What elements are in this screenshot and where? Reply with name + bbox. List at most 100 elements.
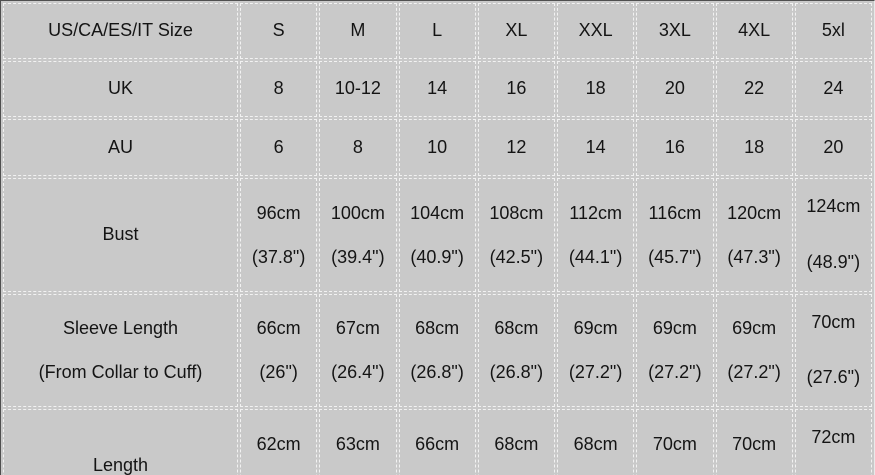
- cell-line: 8: [352, 136, 363, 157]
- cell-line: 3XL: [658, 20, 691, 41]
- table-row: UK 8 10-12 14 16 18 20 22 24: [3, 61, 872, 117]
- cell-line: (44.1"): [568, 246, 623, 267]
- value-cell: 3XL: [636, 3, 714, 59]
- value-cell: 120cm (47.3"): [715, 178, 793, 292]
- cell-line: 68cm: [573, 433, 618, 454]
- value-cell: 62cm (24.4"): [240, 409, 318, 475]
- value-cell: 22: [715, 61, 793, 117]
- value-cell: L: [398, 3, 476, 59]
- cell-line: (27.6"): [806, 367, 861, 388]
- cell-line: 120cm: [727, 202, 782, 223]
- value-cell: 70cm (27.6"): [715, 409, 793, 475]
- table-row: US/CA/ES/IT Size S M L XL XXL 3XL 4XL 5xl: [3, 3, 872, 59]
- value-cell: 20: [794, 119, 872, 176]
- value-cell: 96cm (37.8"): [240, 178, 318, 292]
- value-cell: 24: [794, 61, 872, 117]
- table-row: Bust 96cm (37.8") 100cm (39.4") 104cm (40.9") 1…: [3, 178, 872, 292]
- cell-line: 5xl: [821, 20, 845, 41]
- cell-line: S: [272, 20, 285, 41]
- cell-line: (45.7"): [648, 246, 702, 267]
- cell-line: 69cm: [652, 318, 697, 339]
- cell-line: 70cm: [732, 433, 777, 454]
- value-cell: 12: [477, 119, 555, 176]
- value-cell: 10: [398, 119, 476, 176]
- value-cell: 18: [557, 61, 635, 117]
- value-cell: 66cm (26"): [240, 293, 318, 408]
- cell-line: (26.8"): [489, 362, 544, 383]
- value-cell: 70cm (27.6"): [636, 409, 714, 475]
- cell-line: (37.8"): [251, 246, 306, 267]
- value-cell: 68cm (26.8"): [398, 293, 476, 408]
- cell-line: 66cm: [415, 433, 460, 454]
- cell-line: AU: [107, 136, 133, 157]
- cell-line: 20: [664, 78, 685, 99]
- value-cell: 20: [636, 61, 714, 117]
- cell-line: 108cm: [489, 202, 544, 223]
- value-cell: 100cm (39.4"): [319, 178, 397, 292]
- cell-line: Length: [92, 455, 149, 475]
- cell-line: (27.6"): [637, 466, 712, 475]
- cell-line: 16: [664, 136, 685, 157]
- cell-line: 69cm: [732, 318, 777, 339]
- value-cell: 112cm (44.1"): [557, 178, 635, 292]
- value-cell: XXL: [557, 3, 635, 59]
- cell-line: L: [432, 20, 443, 41]
- cell-line: 18: [585, 78, 606, 99]
- cell-line: (26"): [259, 362, 298, 383]
- row-label-cell: Length: [3, 409, 238, 475]
- cell-line: 124cm: [806, 196, 861, 216]
- value-cell: 69cm (27.2"): [636, 293, 714, 408]
- value-cell: 10-12: [319, 61, 397, 117]
- value-cell: 66cm (26"): [398, 409, 476, 475]
- value-cell: 16: [477, 61, 555, 117]
- value-cell: 6: [240, 119, 318, 176]
- value-cell: 108cm (42.5"): [477, 178, 555, 292]
- cell-line: Sleeve Length: [62, 318, 179, 339]
- cell-line: XXL: [578, 20, 613, 41]
- cell-line: UK: [107, 78, 133, 99]
- cell-line: 69cm: [573, 318, 618, 339]
- value-cell: 5xl: [794, 3, 872, 59]
- cell-line: 63cm: [335, 433, 380, 454]
- cell-line: 6: [273, 136, 284, 157]
- value-cell: 63cm (24.8"): [319, 409, 397, 475]
- value-cell: 69cm (27.2"): [557, 293, 635, 408]
- cell-line: 22: [744, 78, 765, 99]
- cell-line: (27.2"): [648, 362, 702, 383]
- cell-line: 72cm: [811, 427, 856, 448]
- value-cell: 16: [636, 119, 714, 176]
- cell-line: (26.8"): [479, 466, 554, 475]
- cell-line: 112cm: [569, 202, 622, 223]
- cell-line: (39.4"): [331, 246, 385, 267]
- cell-line: 10: [427, 136, 448, 157]
- cell-line: M: [350, 20, 366, 41]
- cell-line: (26"): [400, 466, 475, 475]
- value-cell: 68cm (26.8"): [477, 409, 555, 475]
- cell-line: 68cm: [415, 318, 460, 339]
- table-row: Sleeve Length (From Collar to Cuff) 66cm (2…: [3, 293, 872, 408]
- value-cell: 4XL: [715, 3, 793, 59]
- cell-line: 14: [585, 136, 606, 157]
- cell-line: Bust: [102, 224, 139, 244]
- value-cell: 68cm (26.8"): [477, 293, 555, 408]
- row-label-cell: UK: [3, 61, 238, 117]
- cell-line: (42.5"): [489, 246, 544, 267]
- value-cell: 69cm (27.2"): [715, 293, 793, 408]
- cell-line: 68cm: [494, 433, 539, 454]
- cell-line: 100cm: [330, 202, 385, 223]
- table-row: AU 6 8 10 12 14 16 18 20: [3, 119, 872, 176]
- value-cell: S: [240, 3, 318, 59]
- value-cell: 8: [240, 61, 318, 117]
- cell-line: 10-12: [334, 78, 381, 99]
- value-cell: 8: [319, 119, 397, 176]
- cell-line: 70cm: [652, 433, 697, 454]
- cell-line: 116cm: [648, 202, 702, 223]
- value-cell: 116cm (45.7"): [636, 178, 714, 292]
- cell-line: (27.2"): [727, 362, 781, 383]
- cell-line: (26.8"): [410, 362, 464, 383]
- cell-line: US/CA/ES/IT Size: [48, 20, 193, 41]
- cell-line: 20: [823, 136, 844, 157]
- cell-line: 62cm: [256, 433, 301, 454]
- row-label-cell: Bust: [3, 178, 238, 292]
